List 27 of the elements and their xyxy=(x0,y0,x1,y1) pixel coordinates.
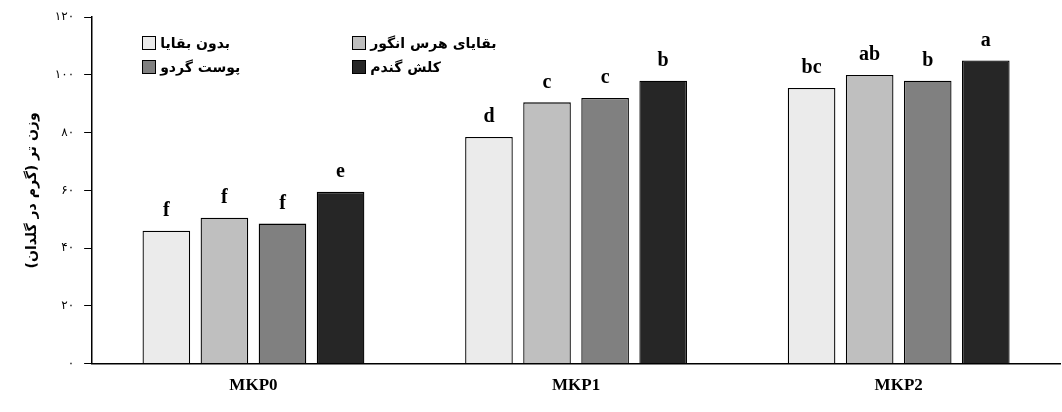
legend-label: بدون بقایا xyxy=(160,35,231,52)
y-tick-label: ۱۰۰ xyxy=(54,67,75,82)
data-label: f xyxy=(163,197,170,220)
y-tick-label: ۸۰ xyxy=(61,124,75,139)
legend-label: بقایای هرس انگور xyxy=(370,35,497,52)
legend-label: کلش گندم xyxy=(370,59,441,76)
x-tick-label: MKP0 xyxy=(229,375,278,395)
data-label: b xyxy=(657,47,669,70)
y-tick-label: ۶۰ xyxy=(61,182,75,197)
data-label: bc xyxy=(801,55,822,78)
data-label: c xyxy=(600,65,610,88)
y-tick-label: ۲۰ xyxy=(61,297,75,312)
y-tick-label: ۰ xyxy=(67,355,75,370)
data-label: d xyxy=(483,104,495,127)
y-tick-label: ۴۰ xyxy=(61,240,75,255)
x-tick-label: MKP2 xyxy=(874,375,923,395)
x-tick-label: MKP1 xyxy=(551,375,601,395)
data-label: ab xyxy=(859,42,881,65)
data-label: e xyxy=(336,159,346,182)
y-axis-title: وزن تر (گرم در گلدان) xyxy=(23,112,41,269)
data-label: b xyxy=(922,47,934,70)
y-tick-label: ۱۲۰ xyxy=(54,9,75,24)
legend-label: پوست گردو xyxy=(160,59,241,76)
data-label: f xyxy=(279,190,287,213)
data-label: c xyxy=(542,69,552,92)
data-label: f xyxy=(221,185,229,207)
data-label: a xyxy=(980,27,991,50)
